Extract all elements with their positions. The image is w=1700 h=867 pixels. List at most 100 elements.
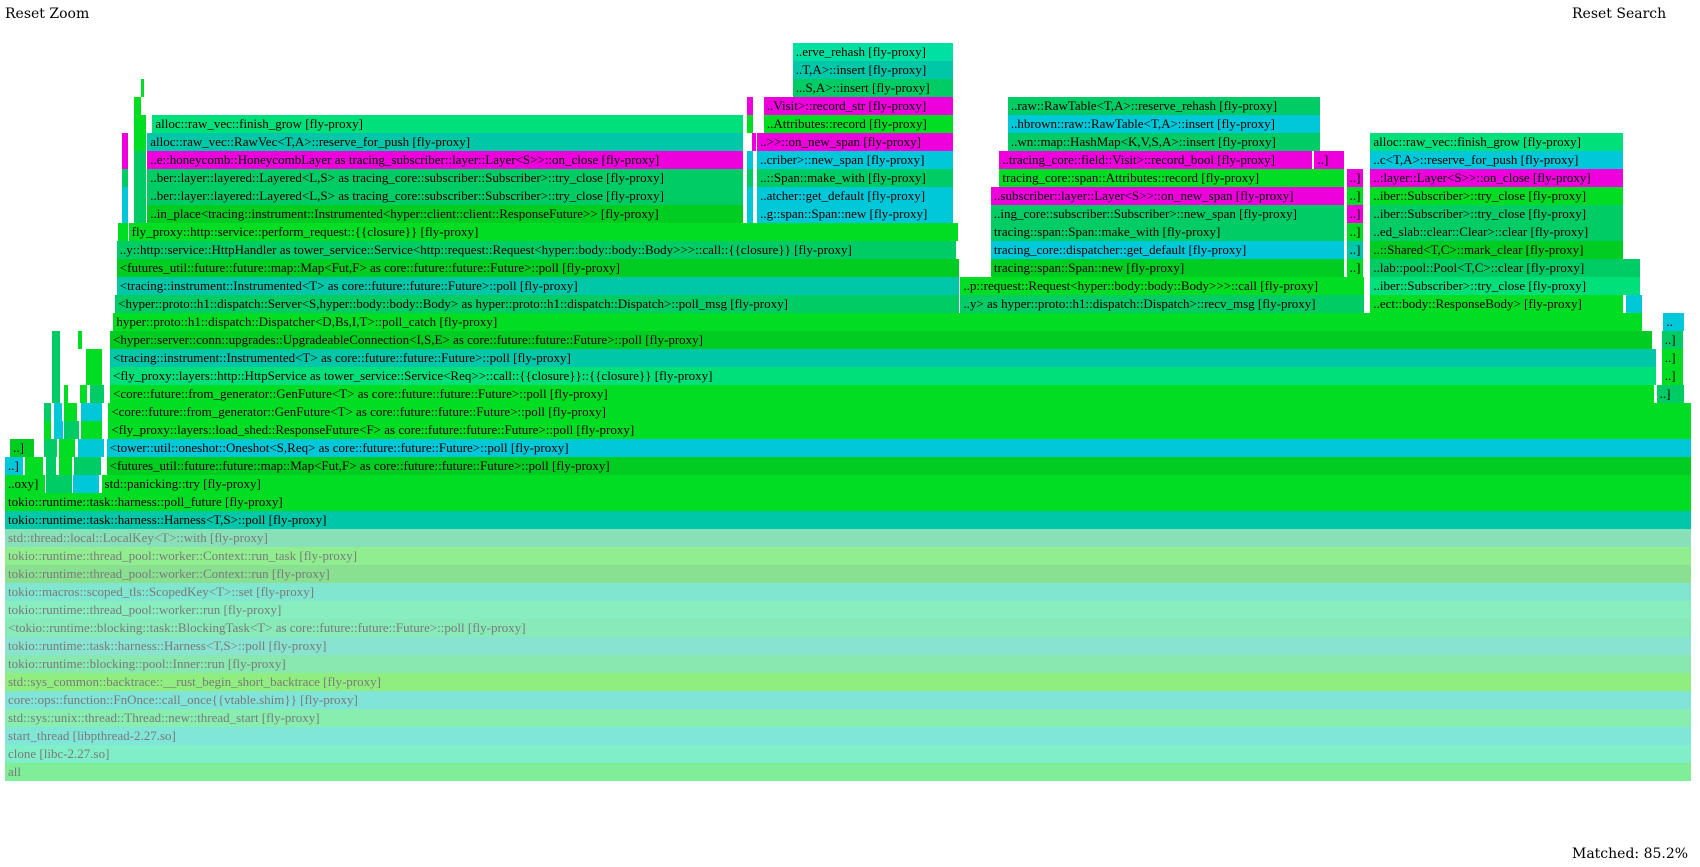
flame-frame[interactable]: fly_proxy::http::service::perform_reques…	[128, 223, 959, 241]
flame-frame[interactable]	[45, 475, 73, 493]
flame-frame[interactable]: ..]	[1346, 205, 1364, 223]
flame-frame[interactable]: ..ber::layer::layered::Layered<L,S> as t…	[147, 187, 744, 205]
flame-frame[interactable]	[43, 403, 53, 421]
flame-frame[interactable]	[59, 439, 77, 457]
flame-frame[interactable]	[118, 223, 129, 241]
flame-frame[interactable]: tokio::runtime::task::harness::poll_futu…	[5, 493, 1693, 511]
flame-frame[interactable]: <futures_util::future::future::map::Map<…	[106, 457, 1693, 475]
flame-frame[interactable]: ..e::honeycomb::HoneycombLayer as tracin…	[147, 151, 744, 169]
flame-frame[interactable]: alloc::raw_vec::finish_grow [fly-proxy]	[152, 115, 744, 133]
flame-frame[interactable]: ..raw::RawTable<T,A>::reserve_rehash [fl…	[1007, 97, 1322, 115]
flame-frame[interactable]	[54, 403, 63, 421]
flame-frame[interactable]: ..]	[1346, 241, 1364, 259]
flame-frame[interactable]: ..atcher::get_default [fly-proxy]	[757, 187, 954, 205]
flame-frame[interactable]: ...S,A>::insert [fly-proxy]	[792, 79, 954, 97]
flame-frame[interactable]	[133, 169, 148, 187]
flame-frame[interactable]: ..subscriber::layer::Layer<S>>::on_new_s…	[990, 187, 1345, 205]
flame-frame[interactable]: <tokio::runtime::blocking::task::Blockin…	[5, 619, 1693, 637]
flame-frame[interactable]	[746, 169, 754, 187]
flame-frame[interactable]: <tracing::instrument::Instrumented<T> as…	[110, 349, 1657, 367]
flame-frame[interactable]: ..]	[1346, 169, 1364, 187]
flame-frame[interactable]: ..ing_core::subscriber::Subscriber>::new…	[990, 205, 1345, 223]
flame-frame[interactable]: ..c<T,A>::reserve_for_push [fly-proxy]	[1370, 151, 1625, 169]
flame-frame[interactable]: ..in_place<tracing::instrument::Instrume…	[147, 205, 744, 223]
flame-frame[interactable]	[54, 421, 65, 439]
flame-frame[interactable]: clone [libc-2.27.so]	[5, 745, 1693, 763]
flame-frame[interactable]: alloc::raw_vec::RawVec<T,A>::reserve_for…	[147, 133, 744, 151]
flame-frame[interactable]	[43, 439, 58, 457]
flame-frame[interactable]: std::sys_common::backtrace::__rust_begin…	[5, 673, 1693, 691]
flame-frame[interactable]	[81, 421, 104, 439]
flame-frame[interactable]: <hyper::proto::h1::dispatch::Server<S,hy…	[115, 295, 961, 313]
flame-frame[interactable]	[121, 151, 129, 169]
flame-frame[interactable]: ..oxy]	[5, 475, 46, 493]
flame-frame[interactable]: ..ect::body::ResponseBody> [fly-proxy]	[1370, 295, 1625, 313]
flame-frame[interactable]: <fly_proxy::layers::http::HttpService as…	[110, 367, 1657, 385]
flame-frame[interactable]	[746, 151, 754, 169]
flame-frame[interactable]: <tower::util::oneshot::Oneshot<S,Req> as…	[106, 439, 1693, 457]
flame-frame[interactable]	[86, 349, 104, 367]
flame-frame[interactable]	[133, 97, 143, 115]
flame-frame[interactable]: ..lab::pool::Pool<T,C>::clear [fly-proxy…	[1370, 259, 1642, 277]
flame-frame[interactable]	[746, 205, 754, 223]
flame-frame[interactable]	[64, 385, 70, 403]
flame-frame[interactable]: ..Visit>::record_str [fly-proxy]	[763, 97, 954, 115]
flame-frame[interactable]: ..p::request::Request<hyper::body::body:…	[960, 277, 1366, 295]
flame-frame[interactable]: <core::future::from_generator::GenFuture…	[110, 385, 1655, 403]
flame-frame[interactable]: ..ber::layer::layered::Layered<L,S> as t…	[147, 169, 744, 187]
flame-frame[interactable]: ..::Shared<T,C>::mark_clear [fly-proxy]	[1370, 241, 1625, 259]
reset-search-button[interactable]: Reset Search	[1572, 6, 1667, 22]
flame-frame[interactable]: ..	[1663, 313, 1686, 331]
flame-frame[interactable]	[133, 151, 148, 169]
flame-frame[interactable]: ..]	[1346, 259, 1364, 277]
flame-frame[interactable]	[121, 187, 129, 205]
flame-frame[interactable]	[89, 385, 105, 403]
flame-frame[interactable]: <fly_proxy::layers::load_shed::ResponseF…	[108, 421, 1693, 439]
flame-frame[interactable]: ..]	[5, 457, 24, 475]
flame-frame[interactable]: ..hbrown::raw::RawTable<T,A>::insert [fl…	[1007, 115, 1322, 133]
flame-frame[interactable]	[81, 403, 104, 421]
flame-frame[interactable]	[52, 331, 61, 349]
flame-frame[interactable]: ..criber>::new_span [fly-proxy]	[757, 151, 954, 169]
flame-frame[interactable]: ..>>::on_new_span [fly-proxy]	[757, 133, 954, 151]
flame-frame[interactable]: alloc::raw_vec::finish_grow [fly-proxy]	[1370, 133, 1625, 151]
flame-frame[interactable]: ..:layer::Layer<S>>::on_close [fly-proxy…	[1370, 169, 1625, 187]
flame-frame[interactable]: std::panicking::try [fly-proxy]	[101, 475, 1693, 493]
flame-frame[interactable]	[25, 457, 44, 475]
flame-frame[interactable]	[74, 457, 102, 475]
flame-frame[interactable]: ..g::span::Span::new [fly-proxy]	[757, 205, 954, 223]
flame-frame[interactable]: std::sys::unix::thread::Thread::new::thr…	[5, 709, 1693, 727]
flame-frame[interactable]: <tracing::instrument::Instrumented<T> as…	[116, 277, 961, 295]
flame-frame[interactable]: ..tracing_core::field::Visit>::record_bo…	[999, 151, 1313, 169]
flame-frame[interactable]: ..y::http::service::HttpHandler as tower…	[116, 241, 958, 259]
flame-frame[interactable]	[79, 385, 88, 403]
flame-frame[interactable]	[64, 421, 80, 439]
flame-frame[interactable]: ..erve_rehash [fly-proxy]	[792, 43, 954, 61]
flame-frame[interactable]: tokio::runtime::task::harness::Harness<T…	[5, 637, 1693, 655]
flame-frame[interactable]	[133, 133, 148, 151]
flame-frame[interactable]	[45, 457, 58, 475]
flame-frame[interactable]: ..iber::Subscriber>::try_close [fly-prox…	[1370, 187, 1625, 205]
flame-frame[interactable]: ..y> as hyper::proto::h1::dispatch::Disp…	[960, 295, 1366, 313]
flame-frame[interactable]	[121, 169, 129, 187]
flame-frame[interactable]	[140, 79, 145, 97]
flame-frame[interactable]	[59, 457, 73, 475]
flame-frame[interactable]	[752, 133, 758, 151]
flame-frame[interactable]: <hyper::server::conn::upgrades::Upgradea…	[110, 331, 1654, 349]
flame-frame[interactable]: ..T,A>::insert [fly-proxy]	[792, 61, 954, 79]
flame-frame[interactable]: tokio::runtime::task::harness::Harness<T…	[5, 511, 1693, 529]
reset-zoom-button[interactable]: Reset Zoom	[5, 6, 90, 22]
flame-frame[interactable]: ..]	[1346, 187, 1364, 205]
flame-frame[interactable]: core::ops::function::FnOnce::call_once{{…	[5, 691, 1693, 709]
flame-frame[interactable]: ..]	[1656, 385, 1686, 403]
flame-frame[interactable]	[746, 187, 754, 205]
flame-frame[interactable]	[52, 385, 61, 403]
flame-frame[interactable]: tokio::runtime::thread_pool::worker::run…	[5, 601, 1693, 619]
flame-frame[interactable]: ..]	[1661, 367, 1684, 385]
flame-frame[interactable]: std::thread::local::LocalKey<T>::with [f…	[5, 529, 1693, 547]
flame-frame[interactable]: tracing_core::dispatcher::get_default [f…	[990, 241, 1345, 259]
flame-frame[interactable]: tokio::macros::scoped_tls::ScopedKey<T>:…	[5, 583, 1693, 601]
flame-frame[interactable]	[746, 97, 754, 115]
flame-frame[interactable]: ..]	[1314, 151, 1345, 169]
flame-frame[interactable]: ..iber::Subscriber>::try_close [fly-prox…	[1370, 277, 1642, 295]
